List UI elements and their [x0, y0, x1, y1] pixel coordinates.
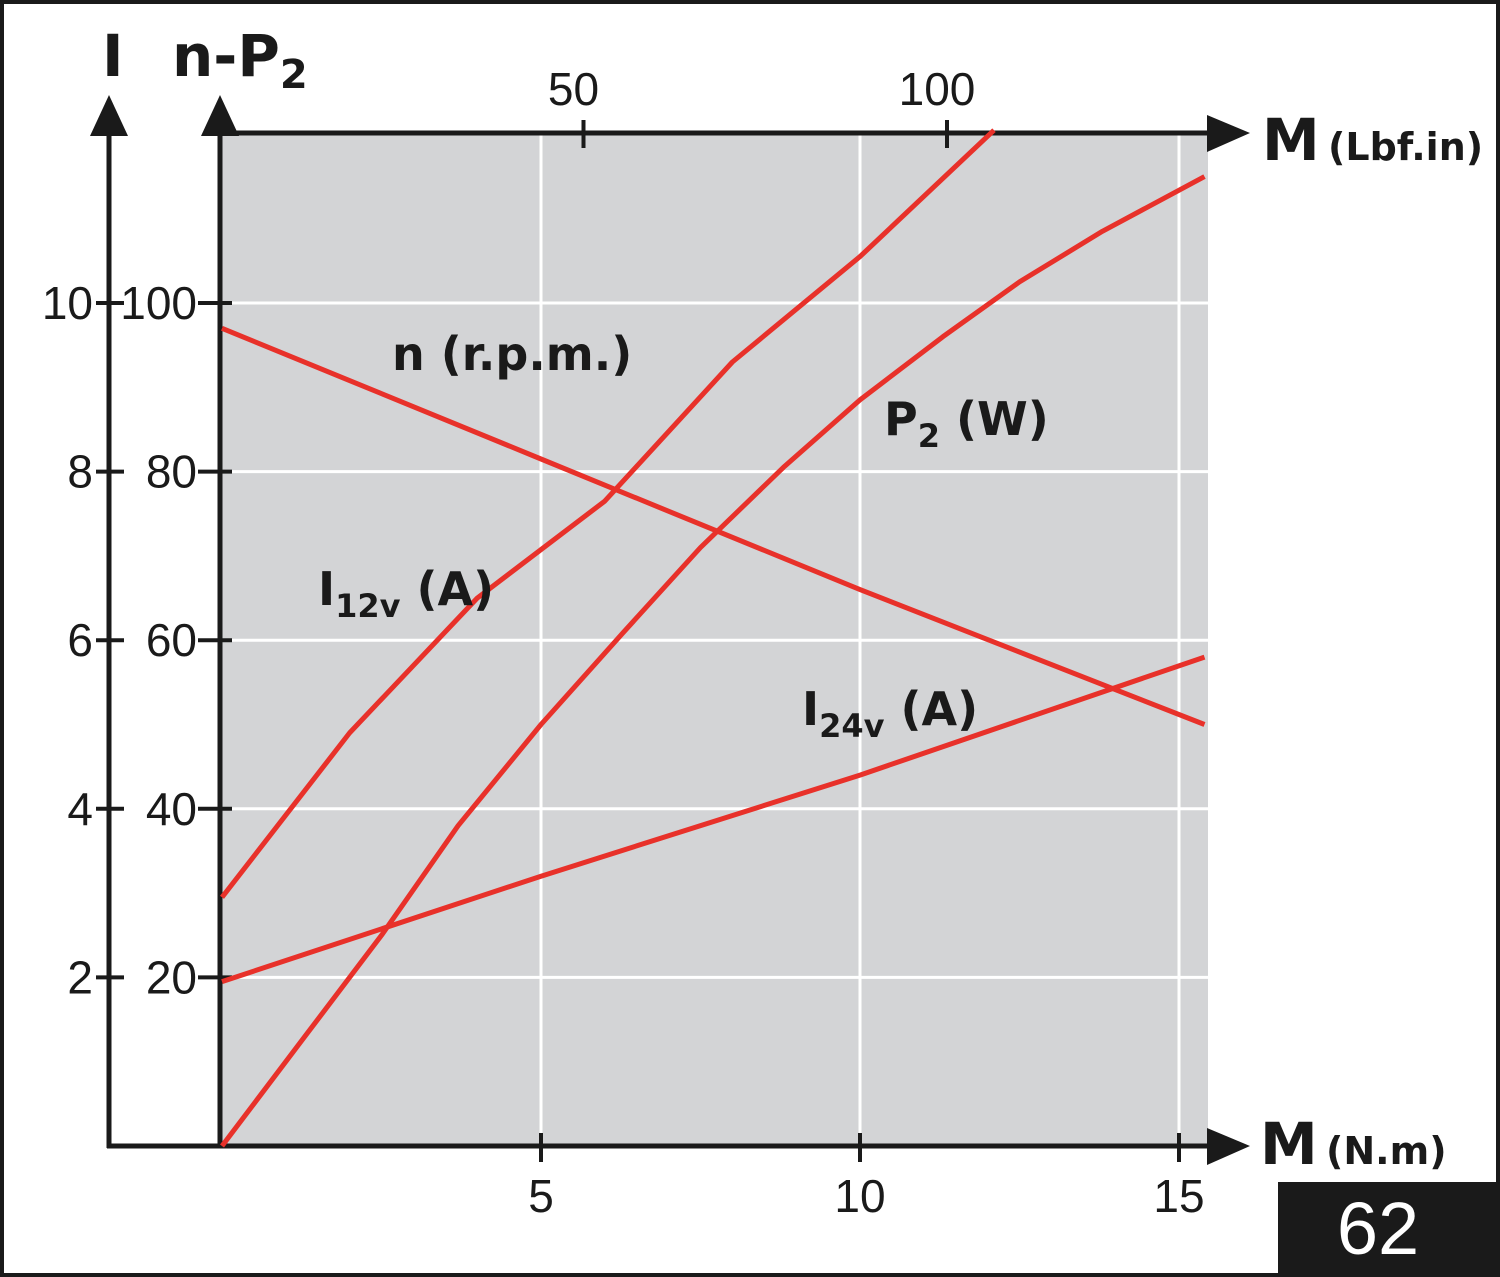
x-axis-bottom-title: M — [1260, 1110, 1318, 1178]
x-bottom-tick-label-0: 5 — [528, 1170, 554, 1222]
y-axis-inner-title-main: n-P — [172, 22, 280, 90]
page-number-badge — [1278, 1182, 1498, 1275]
axis-ticks: 20 40 60 80 100 2 4 6 8 10 5 10 15 50 100 — [42, 63, 1205, 1222]
y-outer-tick-label-3: 8 — [67, 446, 93, 498]
x-axis-top-arrow — [1207, 115, 1250, 152]
y-outer-tick-label-1: 4 — [67, 783, 93, 835]
y-axis-outer-arrow — [90, 95, 128, 136]
y-inner-tick-label-0: 20 — [146, 951, 197, 1003]
series-label-0: n (r.p.m.) — [392, 327, 632, 381]
series-label-3: I24v (A) — [802, 682, 978, 745]
y-outer-tick-label-2: 6 — [67, 614, 93, 666]
page-number-text: 62 — [1337, 1187, 1419, 1270]
x-top-tick-label-0: 50 — [548, 63, 599, 115]
y-inner-tick-label-1: 40 — [146, 783, 197, 835]
y-inner-tick-label-4: 100 — [120, 277, 197, 329]
y-axis-outer-title: I — [102, 22, 124, 90]
x-axis-bottom-arrow — [1207, 1128, 1250, 1165]
x-top-tick-label-1: 100 — [899, 63, 976, 115]
x-bottom-tick-label-1: 10 — [834, 1170, 885, 1222]
y-axis-inner-title-sub: 2 — [280, 52, 308, 98]
y-axis-inner-arrow — [201, 95, 239, 136]
y-inner-tick-label-2: 60 — [146, 614, 197, 666]
series-line-0 — [221, 325, 1206, 727]
x-axis-top-unit: (Lbf.in) — [1328, 125, 1483, 169]
x-bottom-tick-label-2: 15 — [1153, 1170, 1204, 1222]
series-line-1 — [220, 174, 1206, 1148]
series-line-3 — [221, 654, 1206, 984]
y-axis-inner-title: n-P2 — [172, 22, 308, 98]
series-labels: n (r.p.m.) P2 (W) I12v (A) I24v (A) — [318, 327, 1049, 745]
x-axis-top-title: M — [1262, 106, 1320, 174]
y-outer-tick-label-0: 2 — [67, 951, 93, 1003]
y-inner-tick-label-3: 80 — [146, 446, 197, 498]
y-outer-tick-label-4: 10 — [42, 277, 93, 329]
x-axis-bottom-unit: (N.m) — [1326, 1129, 1447, 1173]
series-label-2: I12v (A) — [318, 562, 494, 625]
series-lines — [220, 128, 1206, 1148]
series-line-2 — [220, 128, 996, 899]
series-label-1: P2 (W) — [884, 392, 1049, 455]
gridlines — [222, 135, 1208, 1146]
